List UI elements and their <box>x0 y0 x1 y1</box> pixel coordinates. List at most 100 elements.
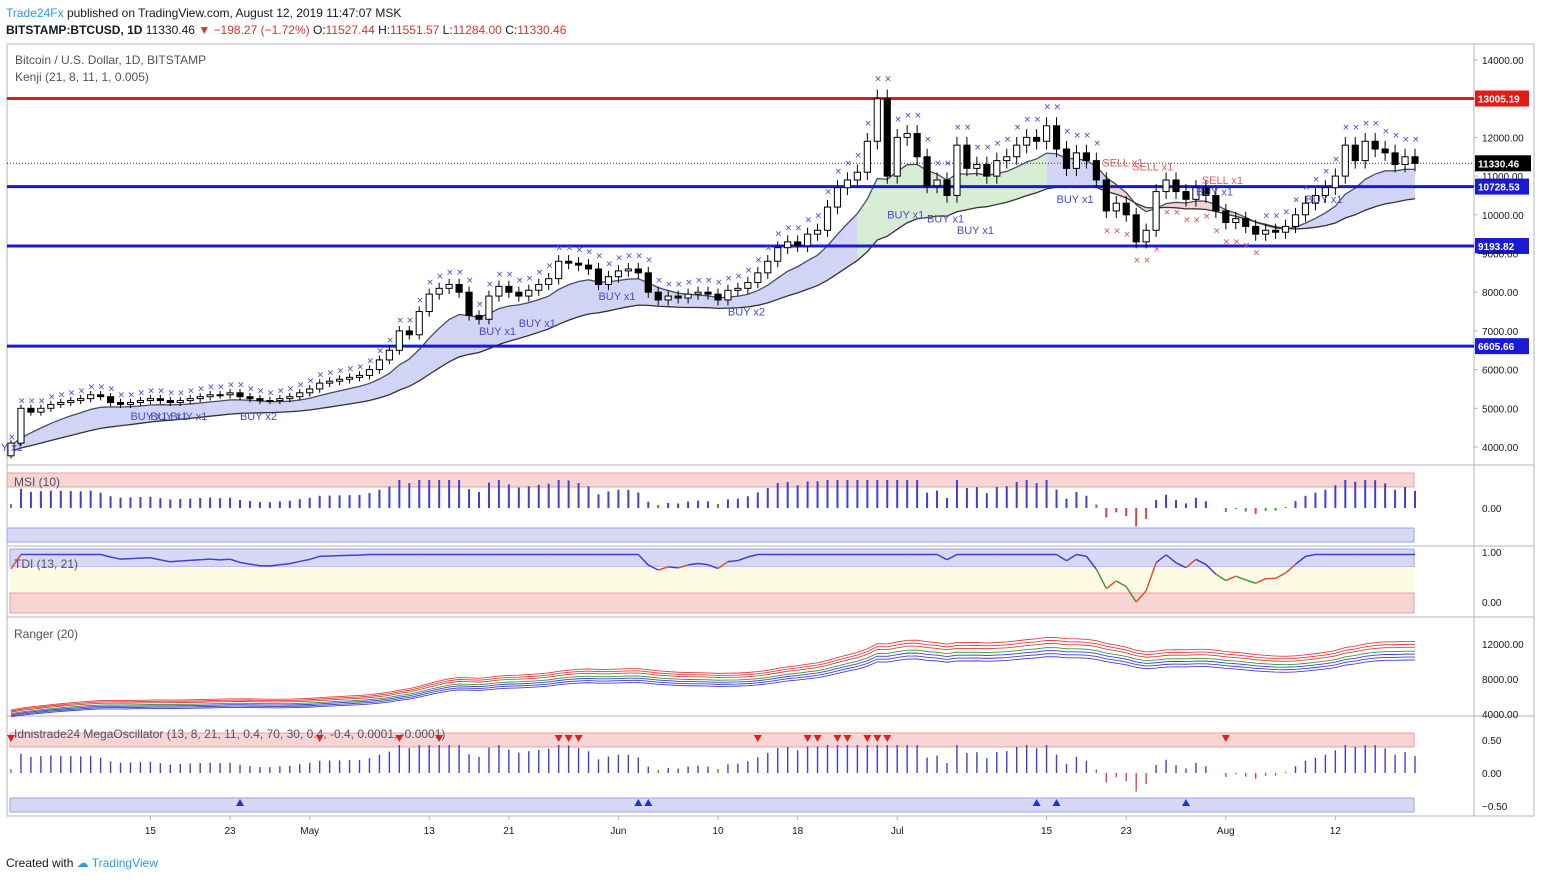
candle-body <box>953 144 961 196</box>
candle-body <box>1391 152 1399 165</box>
candle-body <box>1142 229 1150 243</box>
ranger-pane[interactable] <box>10 636 1416 718</box>
pane-titles: Bitcoin / U.S. Dollar, 1D, BITSTAMP Kenj… <box>14 53 445 741</box>
candle-body <box>146 398 154 402</box>
tradingview-brand[interactable]: TradingView <box>91 856 158 870</box>
candle-body <box>1371 140 1379 150</box>
x-marker: × <box>366 356 374 366</box>
x-marker: × <box>1143 256 1151 266</box>
cloud-segment <box>1315 212 1326 228</box>
tdi-line-segment <box>658 566 669 571</box>
sell-signal: SELL x1 <box>1132 161 1173 173</box>
candle-body <box>1102 179 1110 212</box>
level-tag <box>1475 237 1529 254</box>
tradingview-logo-icon[interactable]: ☁ <box>76 856 89 870</box>
tdi-line-segment <box>1135 590 1147 603</box>
candle-body <box>565 260 573 264</box>
ranger-title: Ranger (20) <box>14 627 78 641</box>
x-marker: × <box>984 143 992 153</box>
time-tick-label: 18 <box>792 826 804 837</box>
level-tag <box>1475 338 1529 355</box>
candles[interactable] <box>7 89 1419 459</box>
x-marker: × <box>1054 103 1062 113</box>
x-marker: × <box>337 366 345 376</box>
candle-body <box>1301 202 1310 216</box>
candle-body <box>973 163 981 169</box>
candle-body <box>535 283 543 291</box>
x-marker: × <box>635 252 643 262</box>
candle-body <box>594 268 603 285</box>
candle-body <box>1122 202 1130 216</box>
cloud-segment <box>857 199 868 261</box>
cloud-segment <box>100 406 111 429</box>
time-tick-label: May <box>300 826 319 837</box>
candle-body <box>1232 218 1240 224</box>
buy-signal: BUY x1 <box>479 326 516 338</box>
outer-frame <box>6 43 1535 817</box>
low-value: 11284.00 <box>452 23 502 37</box>
cloud-segment <box>120 406 131 426</box>
x-marker: × <box>436 272 444 282</box>
tdi-line-segment <box>647 564 659 571</box>
tdi-line-segment <box>1066 553 1077 562</box>
candle-body <box>1013 144 1021 158</box>
cloud-segment <box>160 404 171 421</box>
x-marker: × <box>237 380 245 390</box>
x-marker: × <box>1024 115 1032 125</box>
x-marker: × <box>675 280 683 290</box>
tdi-line-segment <box>180 559 191 562</box>
tdi-tick-label: 0.00 <box>1482 598 1502 609</box>
candle-body <box>156 398 164 402</box>
candle-body <box>1172 179 1180 193</box>
cloud-segment <box>150 404 161 422</box>
cloud-segment <box>210 400 221 417</box>
x-marker: × <box>406 316 414 326</box>
tdi-line-segment <box>239 561 251 565</box>
x-marker: × <box>357 362 365 372</box>
candle-body <box>1023 136 1031 146</box>
candle-body <box>654 291 662 301</box>
cloud-segment <box>827 234 838 281</box>
x-marker: × <box>1293 195 1301 205</box>
mega-up-triangle <box>644 799 653 806</box>
candle-body <box>1281 225 1290 233</box>
cloud-segment <box>409 349 420 387</box>
candle-body <box>624 268 632 272</box>
candle-body <box>296 392 304 398</box>
tdi-line-segment <box>677 564 689 569</box>
mega-down-triangle <box>863 735 872 742</box>
cloud-segment <box>1365 174 1376 211</box>
candle-body <box>395 330 403 351</box>
cloud-segment <box>578 279 589 317</box>
x-marker: × <box>1263 211 1271 221</box>
mega-up-triangle <box>1052 799 1061 806</box>
msi-pane[interactable] <box>6 472 1416 543</box>
ranger-band <box>10 653 1416 717</box>
x-marker: × <box>98 382 106 392</box>
cloud-segment <box>329 390 340 408</box>
horizontal-levels[interactable]: 13005.19 10728.53 9193.82 6605.66 11330.46 <box>7 90 1531 355</box>
time-tick-label: 15 <box>145 826 157 837</box>
x-marker: × <box>297 380 305 390</box>
candle-body <box>425 293 433 313</box>
candle-body <box>47 403 55 409</box>
candle-body <box>1033 136 1041 142</box>
candle-body <box>614 270 622 278</box>
x-marker: × <box>1412 135 1420 145</box>
publisher-name[interactable]: Trade24Fx <box>6 6 64 20</box>
header-line-2: BITSTAMP:BTCUSD, 1D 11330.46 ▼ −198.27 (… <box>6 22 566 38</box>
x-marker: × <box>1342 123 1350 133</box>
x-marker: × <box>18 397 26 407</box>
tdi-pane[interactable] <box>9 548 1415 614</box>
cloud-segment <box>130 405 141 425</box>
candle-body <box>57 401 65 405</box>
mega-oscillator-pane[interactable] <box>7 732 1416 813</box>
cloud-segment <box>976 173 987 208</box>
x-marker: × <box>536 268 544 278</box>
candle-body <box>77 398 85 402</box>
x-marker: × <box>1153 245 1161 255</box>
candle-body <box>1341 144 1349 177</box>
candle-body <box>435 287 443 295</box>
tdi-line-segment <box>249 563 261 567</box>
